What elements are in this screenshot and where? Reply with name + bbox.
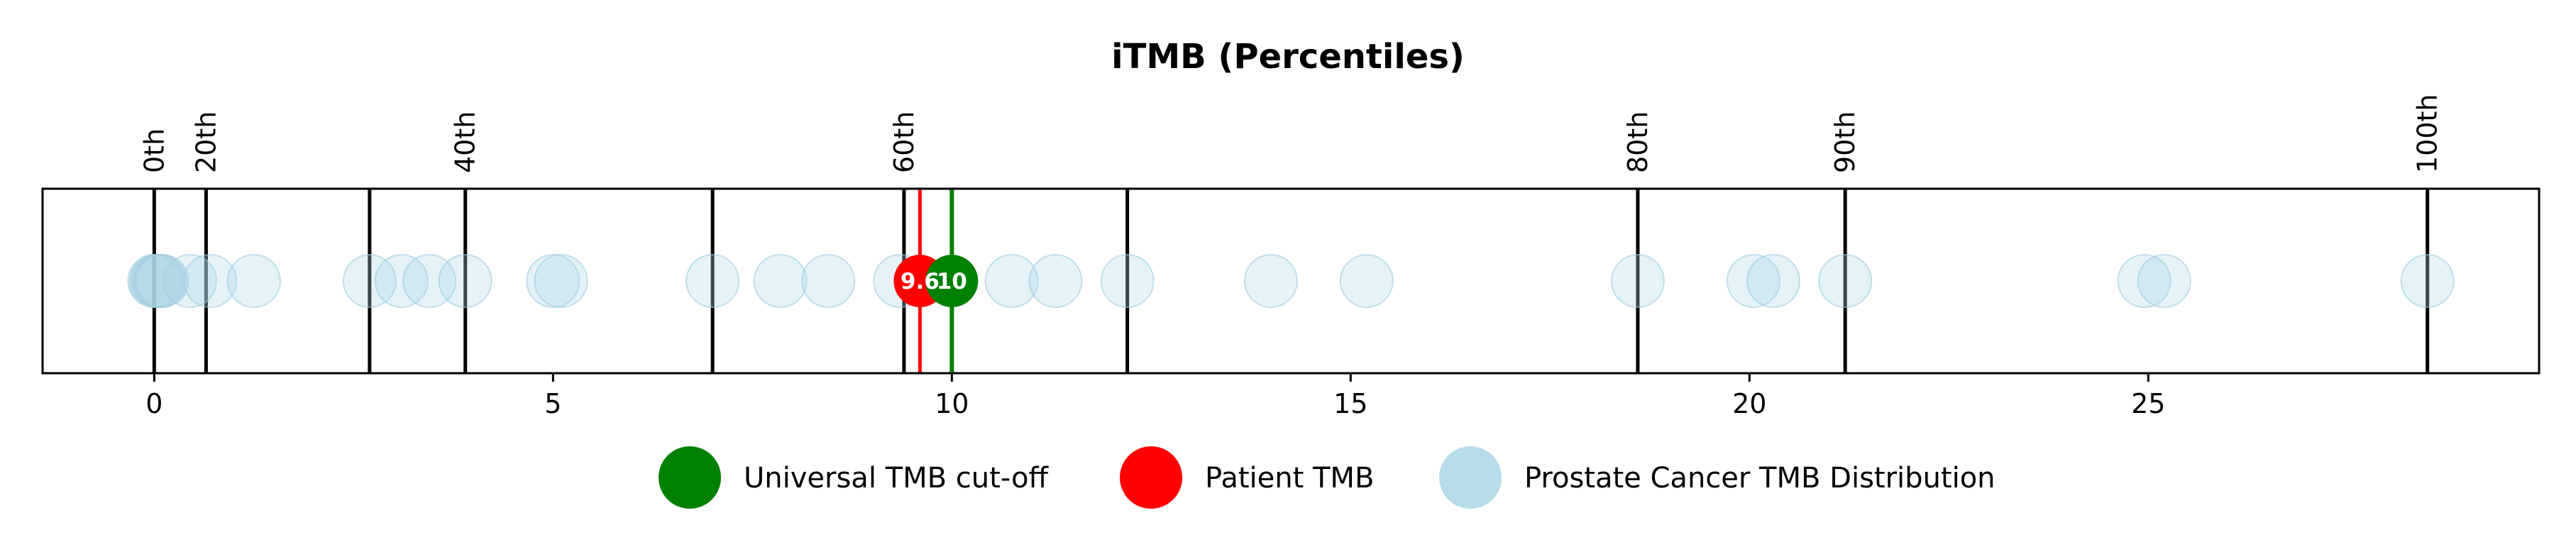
- distribution-point: [1818, 254, 1873, 308]
- percentile-label: 80th: [1622, 111, 1653, 173]
- distribution-point: [2400, 254, 2455, 308]
- distribution-point: [2117, 254, 2172, 308]
- distribution-point: [1028, 254, 1083, 308]
- distribution-point: [342, 254, 397, 308]
- legend-label: Universal TMB cut-off: [744, 462, 1049, 495]
- percentile-label: 60th: [888, 111, 920, 173]
- distribution-point: [2137, 254, 2191, 308]
- percentile-label: 20th: [190, 111, 221, 173]
- distribution-point: [534, 254, 588, 308]
- percentile-label: 40th: [450, 111, 481, 173]
- x-tick-label: 5: [544, 388, 561, 419]
- x-tick-label: 0: [145, 388, 163, 419]
- distribution-point: [438, 254, 492, 308]
- distribution-point: [374, 254, 429, 308]
- distribution-point: [183, 254, 238, 308]
- legend: Universal TMB cut-off Patient TMB Prostate…: [659, 446, 1996, 509]
- distribution-point: [526, 254, 580, 308]
- distribution-point: [801, 254, 856, 308]
- x-tick-label: 25: [2131, 388, 2165, 419]
- percentile-label: 90th: [1829, 111, 1861, 173]
- distribution-point: [686, 254, 740, 308]
- distribution-points-group: [127, 254, 2455, 308]
- percentile-label: 100th: [2412, 94, 2443, 173]
- patient-tmb-value-label: 9.6: [901, 269, 940, 294]
- distribution-point: [163, 254, 217, 308]
- legend-label: Prostate Cancer TMB Distribution: [1524, 462, 1996, 495]
- cutoff-point: [925, 255, 979, 307]
- distribution-point: [1726, 254, 1780, 308]
- percentile-labels-group: 0th 20th 40th 60th 80th 90th 100th: [138, 94, 2443, 173]
- plot-area-frame: [41, 187, 2541, 375]
- legend-label: Patient TMB: [1205, 462, 1374, 495]
- legend-marker: [659, 446, 721, 509]
- distribution-point: [1100, 254, 1155, 308]
- distribution-point: [135, 254, 189, 308]
- x-tick-label: 15: [1333, 388, 1367, 419]
- tmb-markers-group: 9.610: [893, 189, 979, 373]
- distribution-point: [1746, 254, 1800, 308]
- chart-title: iTMB (Percentiles): [1111, 37, 1465, 77]
- distribution-point: [1610, 254, 1665, 308]
- x-tick-label: 10: [935, 388, 969, 419]
- legend-marker: [1439, 446, 1502, 509]
- x-axis: 0 5 10 15 20 25: [145, 373, 2165, 419]
- distribution-point: [1243, 254, 1298, 308]
- distribution-point: [984, 254, 1039, 308]
- x-tick-label: 20: [1732, 388, 1766, 419]
- cutoff-value-label: 10: [937, 269, 967, 294]
- percentile-label: 0th: [138, 128, 170, 173]
- legend-marker: [1120, 446, 1182, 509]
- distribution-point: [226, 254, 281, 308]
- distribution-point: [753, 254, 808, 308]
- distribution-point: [1339, 254, 1394, 308]
